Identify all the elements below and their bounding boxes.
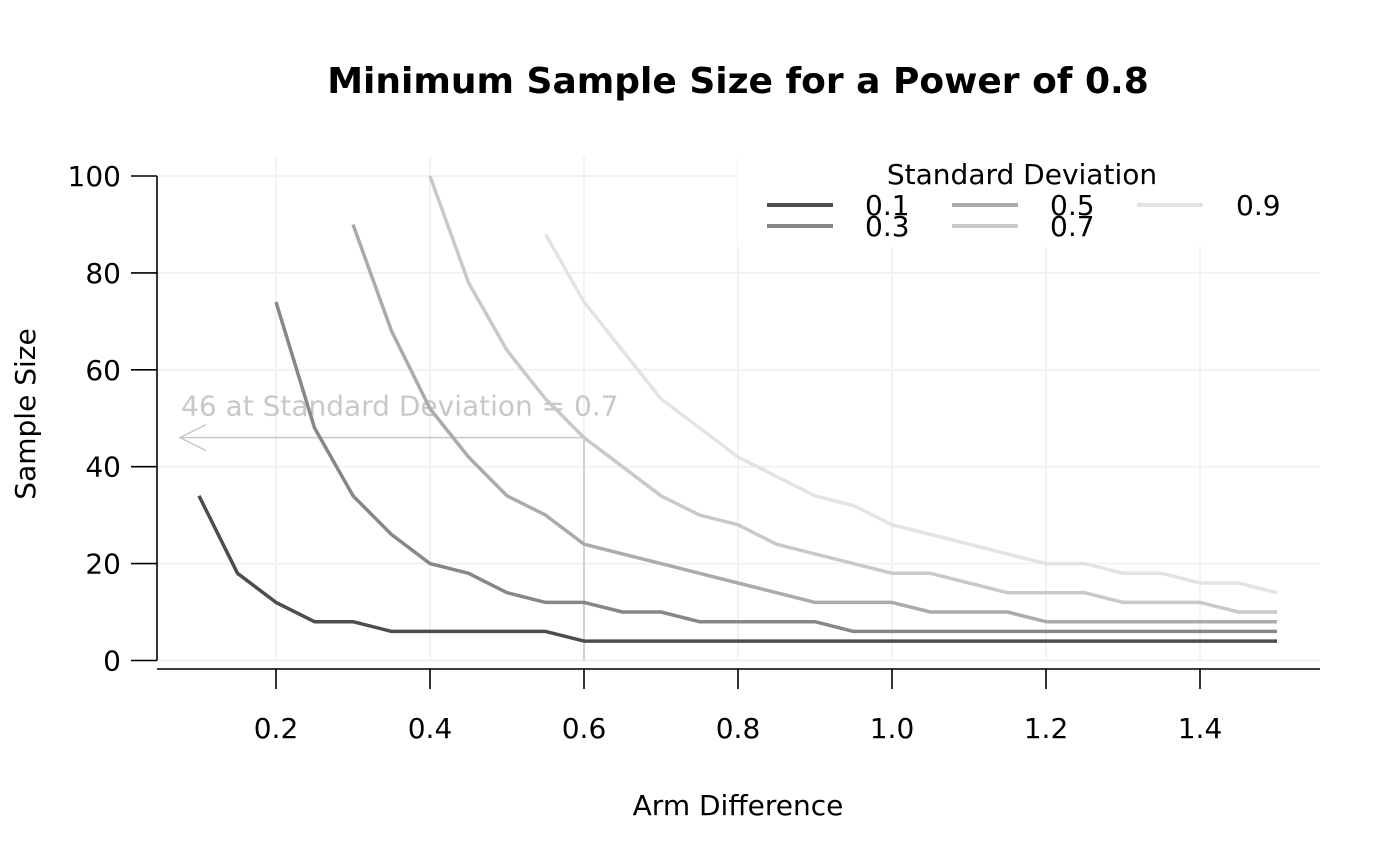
x-tick-label-6: 1.4	[1178, 712, 1223, 745]
annotation: 46 at Standard Deviation = 0.7	[178, 390, 619, 661]
annotation-arrow-head	[178, 423, 207, 452]
x-tick-label-5: 1.2	[1024, 712, 1069, 745]
legend-label-sd-0-1: 0.1	[865, 189, 910, 222]
legend-label-sd-0-7: 0.7	[1050, 210, 1095, 243]
y-tick-label-2: 40	[85, 451, 121, 484]
chart-title: Minimum Sample Size for a Power of 0.8	[327, 61, 1149, 102]
series-line-sd-0-3	[274, 301, 1277, 634]
x-tick-label-4: 1.0	[870, 712, 915, 745]
legend-title: Standard Deviation	[887, 158, 1157, 191]
x-tick-label-0: 0.2	[254, 712, 299, 745]
y-tick-label-5: 100	[68, 160, 121, 193]
y-tick-label-0: 0	[103, 645, 121, 678]
y-tick-label-4: 80	[85, 257, 121, 290]
series-line-sd-0-1	[197, 495, 1277, 643]
y-axis-label: Sample Size	[9, 328, 42, 499]
series-line-sd-0-7	[428, 175, 1277, 614]
axes: 0 20 40 60 80 100 0.2 0.4 0.6 0.8 1.0 1.2 1.4	[68, 160, 1320, 745]
series-line-sd-0-9	[543, 233, 1278, 595]
annotation-text: 46 at Standard Deviation = 0.7	[181, 390, 619, 423]
legend-label-sd-0-5: 0.5	[1050, 189, 1095, 222]
series-lines	[197, 175, 1278, 643]
x-tick-label-1: 0.4	[408, 712, 453, 745]
series-line-sd-0-5	[351, 223, 1277, 624]
x-tick-label-2: 0.6	[562, 712, 607, 745]
legend-label-sd-0-9: 0.9	[1236, 189, 1281, 222]
y-tick-label-3: 60	[85, 354, 121, 387]
legend-background	[738, 157, 1320, 247]
y-tick-label-1: 20	[85, 548, 121, 581]
x-axis-label: Arm Difference	[633, 789, 844, 822]
x-tick-label-3: 0.8	[716, 712, 761, 745]
legend-label-sd-0-3: 0.3	[865, 210, 910, 243]
